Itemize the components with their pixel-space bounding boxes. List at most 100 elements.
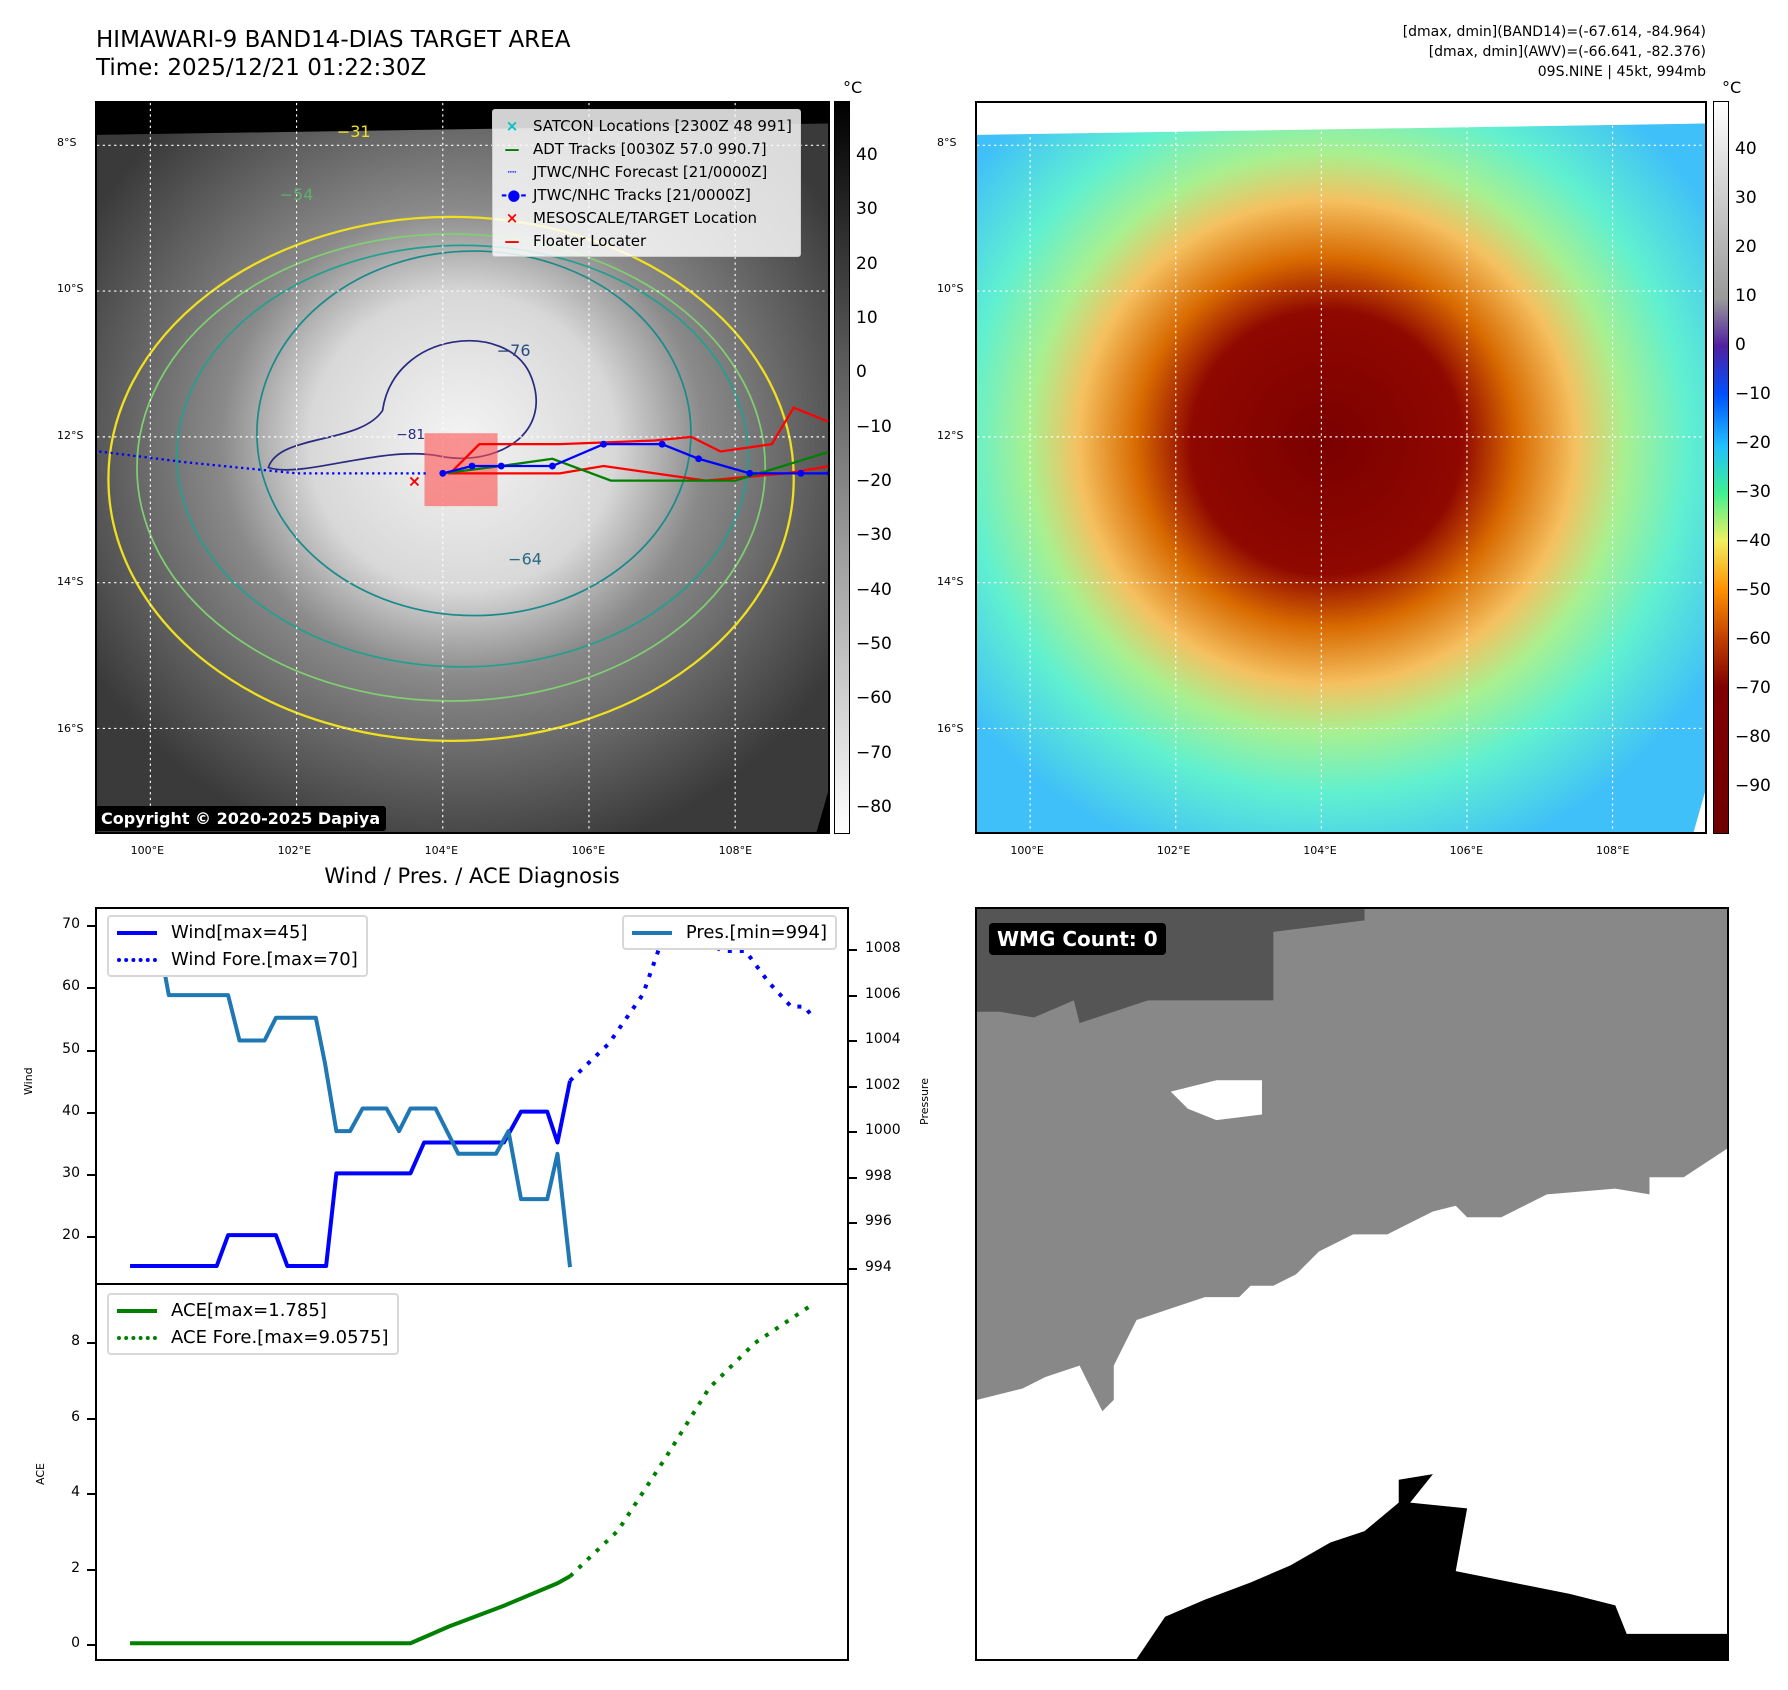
colorbar-tick-label: 20 (1735, 236, 1757, 257)
wmg-gap (1170, 1080, 1262, 1121)
wmg-region-black (1136, 1474, 1727, 1659)
y-tick-label: 20 (62, 1226, 80, 1243)
legend-symbol-icon: -●- (501, 185, 527, 204)
colorbar-tick-label: 0 (1735, 334, 1746, 355)
y-tick-mark (87, 1342, 95, 1345)
lat-tick-label: 14°S (57, 575, 84, 589)
colorbar-tick-label: 30 (1735, 187, 1757, 208)
forecast-track (99, 450, 429, 475)
lon-tick-label: 102°E (277, 844, 312, 857)
colorbar-unit: °C (1722, 78, 1742, 97)
colorbar-tick-label: −10 (856, 416, 892, 437)
track-point (548, 462, 556, 470)
wind-axis-label: Wind (22, 1067, 35, 1095)
y2-tick-mark (849, 1131, 857, 1134)
y-tick-mark (87, 925, 95, 928)
lat-tick-label: 10°S (937, 282, 964, 296)
colorbar-tick-label: −80 (1735, 726, 1771, 747)
track-point (600, 440, 608, 448)
ace-axis-label: ACE (34, 1463, 47, 1485)
figure-title: HIMAWARI-9 BAND14-DIAS TARGET AREA Time:… (96, 26, 570, 82)
contour-64 (176, 244, 749, 668)
floater-track (447, 406, 828, 482)
y2-tick-label: 1004 (865, 1031, 901, 1048)
legend-item: × SATCON Locations [2300Z 48 991] (501, 114, 792, 137)
legend-symbol-icon: — (504, 139, 520, 158)
y2-tick-label: 996 (865, 1213, 892, 1230)
wmg-image (977, 909, 1727, 1659)
colorbar-tick-label: −70 (856, 742, 892, 763)
y2-tick-mark (849, 994, 857, 997)
colorbar-enhanced (1713, 101, 1729, 834)
y2-tick-mark (849, 1222, 857, 1225)
colorbar-tick-label: 40 (856, 144, 878, 165)
y2-tick-mark (849, 1085, 857, 1088)
y-tick-label: 4 (71, 1484, 80, 1501)
legend-label: Floater Locater (533, 231, 647, 250)
legend-item: ┈ JTWC/NHC Forecast [21/0000Z] (501, 160, 792, 183)
legend-item: -●- JTWC/NHC Tracks [21/0000Z] (501, 183, 792, 206)
lat-tick-label: 16°S (57, 721, 84, 735)
map-legend: × SATCON Locations [2300Z 48 991] — ADT Tra… (492, 109, 801, 257)
legend-label: SATCON Locations [2300Z 48 991] (533, 116, 792, 135)
colorbar-tick-label: −20 (856, 470, 892, 491)
lat-tick-label: 16°S (937, 721, 964, 735)
track-point (468, 462, 476, 470)
y-tick-label: 8 (71, 1333, 80, 1350)
track-point (497, 462, 505, 470)
colorbar-tick-label: −50 (856, 633, 892, 654)
legend-label: Wind Fore.[max=70] (171, 949, 358, 970)
colorbar-tick-label: −60 (856, 688, 892, 709)
band14-grayscale-map: × −76 −64 −31 −54 −81 × SATCON Locations … (95, 101, 830, 834)
legend-item: × MESOSCALE/TARGET Location (501, 206, 792, 229)
colorbar-tick-label: −60 (1735, 628, 1771, 649)
legend-symbol-icon: × (505, 208, 519, 227)
contour-label: −31 (337, 122, 371, 141)
wind-plot-area (130, 924, 816, 1269)
series-line-ace (130, 1574, 571, 1646)
y2-tick-mark (849, 1268, 857, 1271)
wmg-region-mid (977, 909, 1727, 1412)
legend-label: Pres.[min=994] (685, 922, 827, 943)
legend-swatch (117, 1308, 157, 1313)
lon-tick-label: 100°E (1010, 844, 1044, 857)
y-tick-label: 2 (71, 1559, 80, 1576)
colorbar-tick-label: −50 (1735, 579, 1771, 600)
y-tick-mark (87, 1568, 95, 1571)
y2-tick-mark (849, 1040, 857, 1043)
lon-tick-label: 100°E (130, 844, 165, 857)
y-tick-mark (87, 1111, 95, 1114)
track-point (439, 469, 447, 477)
legend-label: MESOSCALE/TARGET Location (533, 208, 758, 227)
y2-tick-label: 994 (865, 1259, 892, 1276)
lon-tick-label: 102°E (1156, 844, 1191, 857)
legend-swatch (117, 1335, 157, 1340)
legend-swatch (631, 930, 672, 935)
lat-tick-label: 14°S (937, 575, 964, 589)
contour-label: −76 (497, 341, 531, 360)
legend-label: ACE Fore.[max=9.0575] (171, 1327, 389, 1348)
map-canvas (977, 103, 1705, 832)
y-tick-mark (87, 1235, 95, 1238)
series-line-ace-fore- (568, 1301, 816, 1578)
legend-label: Wind[max=45] (171, 922, 308, 943)
lat-tick-label: 8°S (937, 135, 957, 149)
legend-swatch (117, 957, 157, 962)
y-tick-label: 50 (62, 1040, 80, 1057)
lon-tick-label: 104°E (424, 844, 459, 857)
y-tick-mark (87, 987, 95, 990)
legend-label: JTWC/NHC Forecast [21/0000Z] (533, 162, 768, 181)
legend-symbol-icon: × (505, 116, 519, 135)
contour-76 (256, 250, 692, 617)
pressure-legend: Pres.[min=994] (621, 915, 837, 950)
pressure-axis-label: Pressure (918, 1078, 931, 1125)
legend-item: — ADT Tracks [0030Z 57.0 990.7] (501, 137, 792, 160)
wind-pressure-chart: Wind[max=45] Wind Fore.[max=70] Pres.[mi… (95, 907, 849, 1285)
y-tick-mark (87, 1493, 95, 1496)
series-line-wind (130, 1080, 572, 1269)
track-point (746, 469, 754, 477)
band14-color-enhanced-map (975, 101, 1707, 834)
y2-tick-mark (849, 949, 857, 952)
track-point (826, 470, 828, 476)
series-line-pres- (130, 925, 573, 1268)
